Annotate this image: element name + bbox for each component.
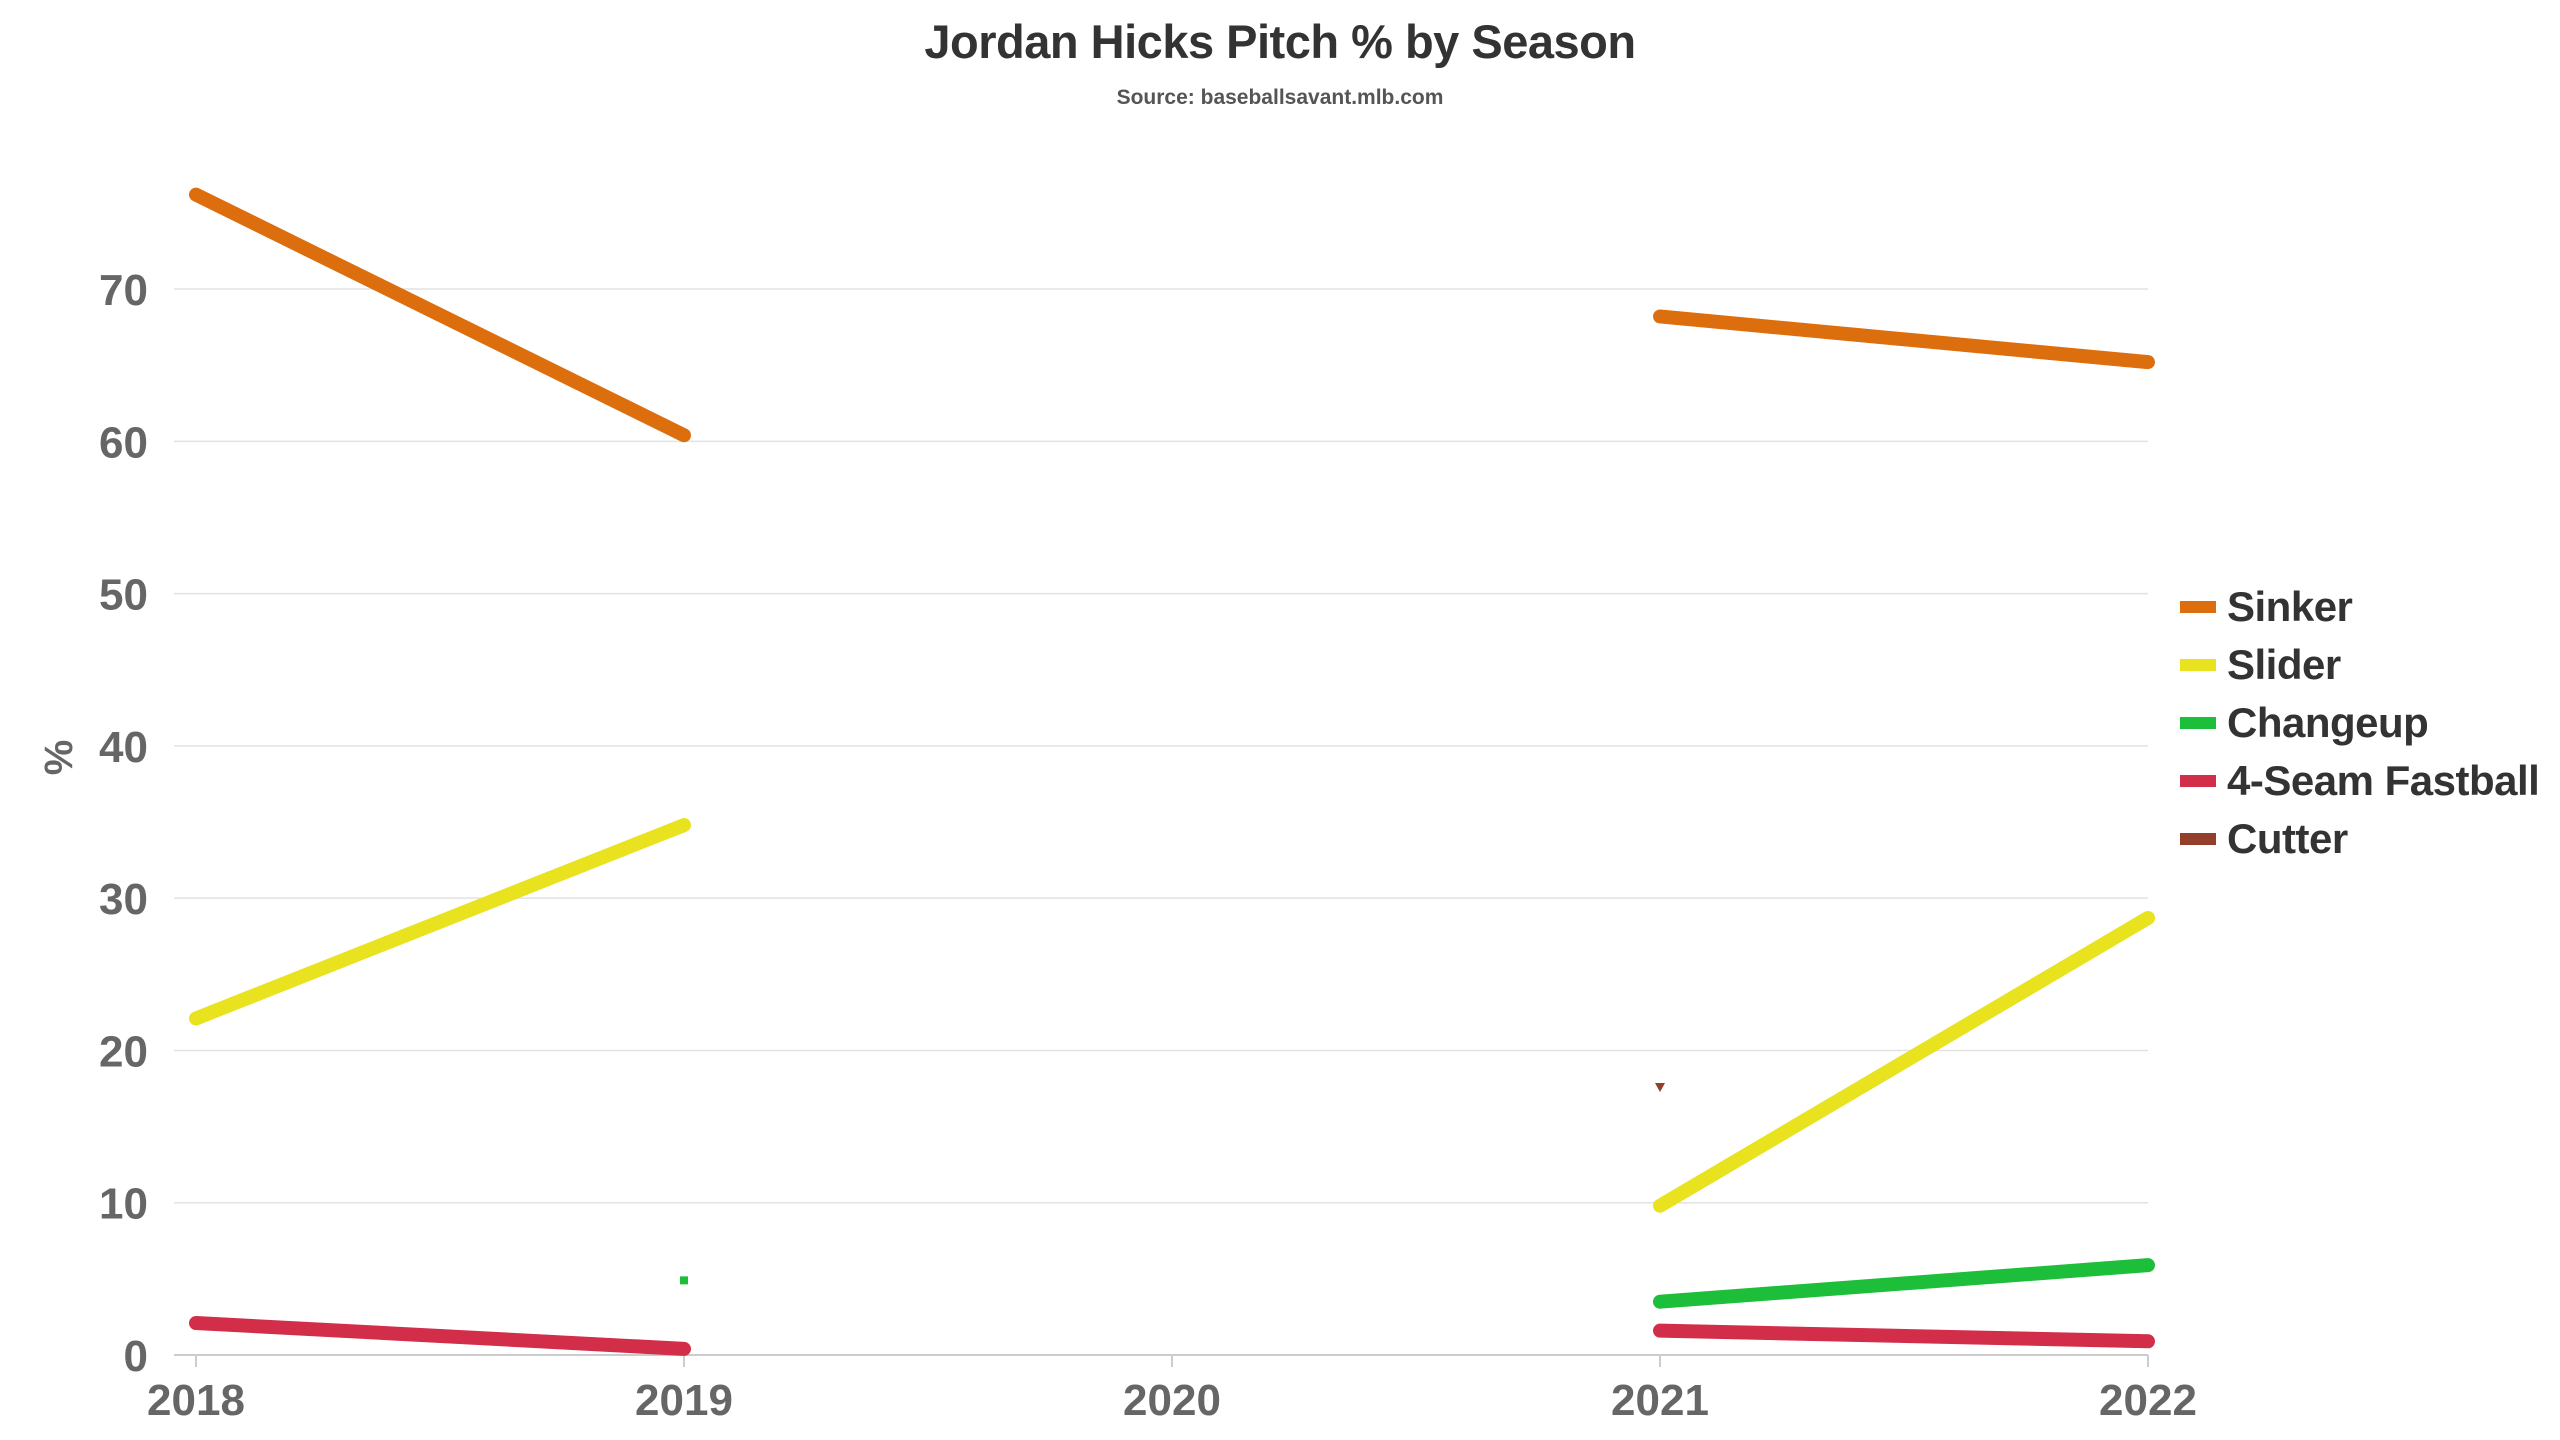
series-line-slider [189,818,691,1026]
y-tick-label: 0 [124,1332,148,1381]
legend-item-slider: Slider [2180,636,2539,694]
chart-subtitle: Source: baseballsavant.mlb.com [1116,86,1444,109]
legend-label: Cutter [2227,815,2348,862]
legend-swatch [2180,775,2216,787]
series-line-4-seam-fastball [1653,1323,2155,1349]
legend-label: Sinker [2227,583,2353,630]
legend: Sinker Slider Changeup 4-Seam Fastball Cutte… [2180,578,2540,868]
legend-item-sinker: Sinker [2180,578,2539,636]
legend-swatch [2180,717,2216,729]
y-tick-label: 50 [99,571,148,620]
y-tick-label: 20 [99,1027,148,1076]
x-tick-label: 2018 [147,1376,245,1425]
legend-item-cutter: Cutter [2180,810,2539,868]
data-point-changeup [680,1276,688,1285]
series-line-sinker [1653,309,2155,370]
legend-label: 4-Seam Fastball [2227,757,2540,804]
y-tick-label: 70 [99,266,148,315]
chart-title: Jordan Hicks Pitch % by Season [924,15,1636,68]
x-tick-label: 2022 [2099,1376,2197,1425]
series-line-sinker [189,187,691,443]
legend-swatch [2180,833,2216,845]
x-tick-label: 2020 [1123,1376,1221,1425]
legend-item-changeup: Changeup [2180,694,2539,752]
series-line-changeup [1653,1258,2155,1309]
y-tick-label: 30 [99,875,148,924]
legend-swatch [2180,659,2216,671]
x-tick-label: 2019 [635,1376,733,1425]
x-tick-label: 2021 [1611,1376,1709,1425]
data-point-cutter [1655,1082,1665,1092]
series-line-4-seam-fastball [189,1316,691,1356]
y-axis-label: % [37,740,81,776]
y-tick-label: 60 [99,418,148,467]
legend-swatch [2180,601,2216,613]
series-line-slider [1653,910,2155,1213]
y-tick-label: 40 [99,723,148,772]
legend-label: Changeup [2227,699,2429,746]
legend-label: Slider [2227,641,2341,688]
y-tick-label: 10 [99,1180,148,1229]
legend-item-4-seam-fastball: 4-Seam Fastball [2180,752,2540,810]
